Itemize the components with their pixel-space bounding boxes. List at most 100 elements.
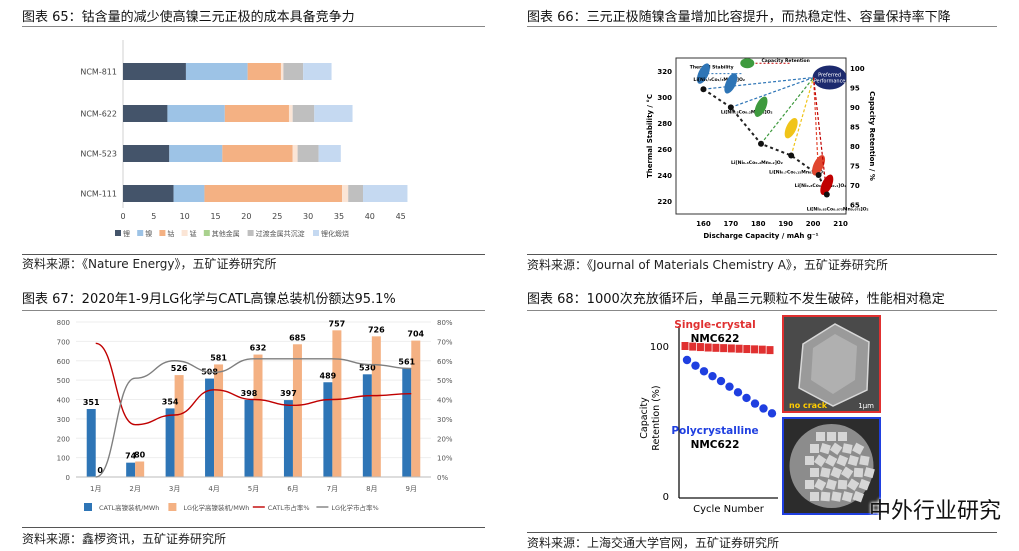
source-note: 资料来源：鑫椤资讯，五矿证券研究所 bbox=[22, 532, 227, 546]
y2-tick-label: 10% bbox=[437, 455, 453, 463]
grain bbox=[825, 454, 838, 467]
source-note: 资料来源：上海交通大学官网，五矿证券研究所 bbox=[527, 536, 780, 550]
legend-swatch bbox=[137, 230, 144, 236]
x-tick-label: 170 bbox=[724, 220, 739, 228]
bar-segment bbox=[123, 185, 174, 202]
grain bbox=[825, 479, 837, 491]
single-crystal-point bbox=[689, 342, 697, 351]
data-label: 581 bbox=[210, 353, 227, 362]
data-label: 80 bbox=[134, 451, 146, 460]
bar-segment bbox=[288, 105, 293, 122]
polycrystal-point bbox=[708, 371, 717, 381]
x-tick-label: 35 bbox=[334, 212, 344, 221]
grain bbox=[829, 442, 843, 455]
bar-segment bbox=[173, 185, 205, 202]
y-tick-label: 600 bbox=[57, 358, 70, 366]
y2-tick-label: 95 bbox=[850, 84, 860, 92]
y2-axis-label: Capacity Retention / % bbox=[868, 91, 876, 181]
y-tick-label: 800 bbox=[57, 319, 70, 327]
series-label: Single-crystal bbox=[674, 319, 755, 331]
material-label: Li[Ni₀.₆Co₀.₂Mn₀.₂]O₂ bbox=[731, 160, 783, 166]
grain bbox=[819, 443, 831, 455]
source-note: 资料来源：《Journal of Materials Chemistry A》，… bbox=[527, 258, 888, 272]
single-crystal-point bbox=[720, 344, 728, 353]
thermal-point bbox=[700, 86, 707, 93]
bar-catl bbox=[402, 368, 412, 477]
grain bbox=[805, 480, 814, 489]
share-line bbox=[95, 342, 412, 426]
y-tick-label: 100 bbox=[650, 342, 669, 353]
y2-tick-label: 65 bbox=[850, 201, 860, 209]
panel-title: 图表 65：钴含量的减少使高镍三元正极的成本具备竞争力 bbox=[22, 10, 355, 25]
single-crystal-point bbox=[696, 343, 704, 352]
y-tick-label: 320 bbox=[657, 68, 672, 76]
preferred-label: Performance bbox=[814, 79, 846, 85]
chart-ncm-performance: 160 170 180 190 200 210 220 240 260 280 300 320 65 70… bbox=[646, 57, 876, 240]
bar-segment bbox=[247, 63, 281, 80]
series-label: NMC622 bbox=[691, 439, 740, 451]
bar-segment bbox=[292, 105, 315, 122]
legend-swatch bbox=[159, 230, 166, 236]
grain bbox=[853, 467, 864, 478]
bar-segment bbox=[342, 185, 349, 202]
series-label: NMC622 bbox=[691, 333, 740, 345]
bar-segment bbox=[123, 63, 186, 80]
watermark-text: 中外行业研究 bbox=[868, 499, 1001, 524]
data-label: 685 bbox=[289, 333, 306, 342]
x-axis-label: Cycle Number bbox=[693, 504, 765, 515]
data-label: 0 bbox=[97, 466, 103, 475]
y-tick-label: 220 bbox=[657, 198, 672, 206]
y2-tick-label: 85 bbox=[850, 123, 860, 131]
thermal-point bbox=[815, 172, 822, 178]
polycrystal-point bbox=[767, 409, 777, 418]
data-label: 351 bbox=[83, 398, 100, 407]
y-tick-label: 100 bbox=[57, 455, 70, 463]
y2-tick-label: 50% bbox=[437, 377, 453, 385]
x-tick-label: 4月 bbox=[208, 485, 219, 493]
legend-marker bbox=[740, 58, 755, 69]
thermal-trend-line bbox=[702, 88, 828, 195]
single-crystal-point bbox=[751, 345, 759, 354]
x-tick-label: 25 bbox=[272, 212, 282, 221]
y-axis-label: Capacity bbox=[639, 397, 650, 439]
grain bbox=[810, 468, 819, 477]
polycrystal-point bbox=[759, 404, 768, 413]
y-tick-label: 300 bbox=[57, 416, 70, 424]
bar-segment bbox=[169, 145, 223, 162]
grain bbox=[836, 454, 849, 467]
source-note: 资料来源：《Nature Energy》，五矿证券研究所 bbox=[22, 257, 277, 271]
y2-tick-label: 20% bbox=[437, 435, 453, 443]
legend-label: Capacity Retention bbox=[761, 58, 809, 64]
bar-lg bbox=[292, 344, 302, 477]
x-tick-label: 3月 bbox=[169, 485, 180, 493]
single-crystal-point bbox=[758, 345, 766, 354]
y-axis-label: Retention (%) bbox=[651, 385, 662, 450]
y2-tick-label: 70 bbox=[850, 182, 860, 190]
data-label: 530 bbox=[359, 363, 376, 372]
data-label: 354 bbox=[162, 397, 179, 406]
grain bbox=[820, 491, 831, 502]
bar-lg bbox=[214, 364, 224, 477]
x-tick-label: 20 bbox=[241, 212, 251, 221]
y-tick-label: 260 bbox=[657, 146, 672, 154]
preferred-label: Preferred bbox=[818, 73, 841, 79]
bar-segment bbox=[363, 185, 408, 202]
grain bbox=[852, 442, 865, 455]
y2-tick-label: 100 bbox=[850, 65, 865, 73]
legend-swatch bbox=[203, 230, 210, 236]
legend-swatch bbox=[313, 230, 319, 236]
grain bbox=[810, 492, 819, 501]
chart-cycle-retention: 100 0 Cycle Number Capacity Retention (%) Sin… bbox=[639, 315, 881, 515]
material-label: Li[Ni₁/₃Co₁/₃Mn₁/₃]O₂ bbox=[693, 77, 745, 83]
polycrystal-point bbox=[682, 355, 692, 365]
data-label: 526 bbox=[171, 364, 188, 373]
grain bbox=[842, 443, 853, 454]
grain bbox=[841, 491, 853, 503]
material-label: Li[Ni₀.₈₅Co₀.₀₇₅Mn₀.₀₇₅]O₂ bbox=[807, 207, 869, 213]
legend-label: 锂 bbox=[123, 229, 130, 238]
polycrystal-point bbox=[725, 382, 734, 391]
grain bbox=[840, 466, 854, 479]
legend-label: 锂化煅烧 bbox=[321, 229, 349, 238]
data-label: 632 bbox=[250, 344, 267, 353]
bar-lg bbox=[174, 375, 184, 477]
